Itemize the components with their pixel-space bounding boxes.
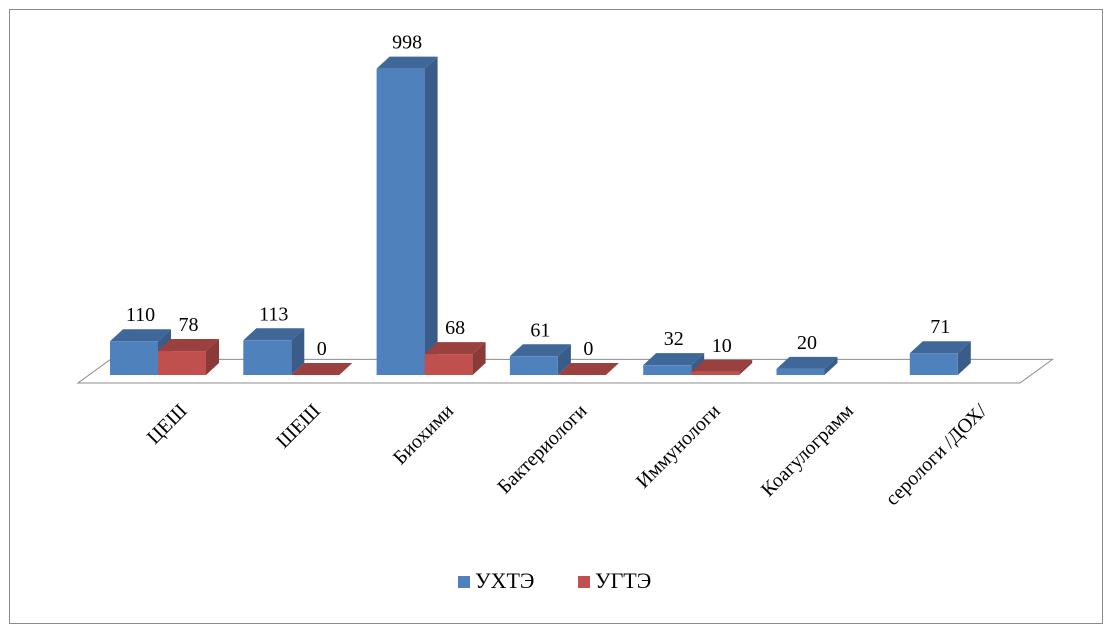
category-label-2: Биохими <box>389 400 458 469</box>
bar-uhte-2 <box>376 56 438 375</box>
bar-ugte-0 <box>158 339 219 375</box>
bar-ugte-1 <box>291 363 353 375</box>
bar-uhte-3 <box>509 344 571 375</box>
data-label-ugte-0: 78 <box>179 314 199 336</box>
bar-uhte-5 <box>776 356 838 375</box>
data-label-uhte-0: 110 <box>126 304 155 326</box>
bar-uhte-6 <box>909 341 971 375</box>
data-label-uhte-1: 113 <box>259 303 288 325</box>
bar-ugte-2 <box>424 342 486 375</box>
chart-frame: 110 113 998 61 32 20 71 78 0 68 0 10 ЦЕШ ШЕШ Биохими Б… <box>9 9 1103 624</box>
category-label-3: Бактериологи <box>493 400 591 498</box>
data-label-ugte-4: 10 <box>712 335 732 357</box>
data-label-uhte-3: 61 <box>530 319 550 341</box>
legend-swatch <box>458 576 470 588</box>
data-label-uhte-5: 20 <box>797 332 817 354</box>
bar-uhte-1 <box>243 328 305 375</box>
legend-item-ugte: УГТЭ <box>578 568 651 593</box>
category-label-1: ШЕШ <box>272 400 325 453</box>
bar-ugte-3 <box>557 363 619 375</box>
bar-ugte-4 <box>691 359 753 375</box>
data-label-uhte-2: 998 <box>392 32 422 54</box>
data-label-ugte-3: 0 <box>583 338 593 360</box>
category-label-5: Коагулограмм <box>757 400 858 501</box>
category-label-4: Иммунологи <box>632 400 725 493</box>
data-label-uhte-6: 71 <box>930 316 950 338</box>
legend-label: УХТЭ <box>475 568 534 593</box>
data-label-ugte-2: 68 <box>445 317 465 339</box>
legend-item-uhte: УХТЭ <box>458 568 534 593</box>
data-label-uhte-4: 32 <box>664 328 684 350</box>
data-label-ugte-1: 0 <box>317 338 327 360</box>
legend-label: УГТЭ <box>595 568 651 593</box>
legend-swatch <box>578 576 590 588</box>
category-label-6: серологи /ДОХ/ <box>881 400 991 510</box>
category-label-0: ЦЕШ <box>143 400 192 449</box>
chart-svg: 110 113 998 61 32 20 71 78 0 68 0 10 ЦЕШ ШЕШ Биохими Б… <box>76 32 1055 593</box>
